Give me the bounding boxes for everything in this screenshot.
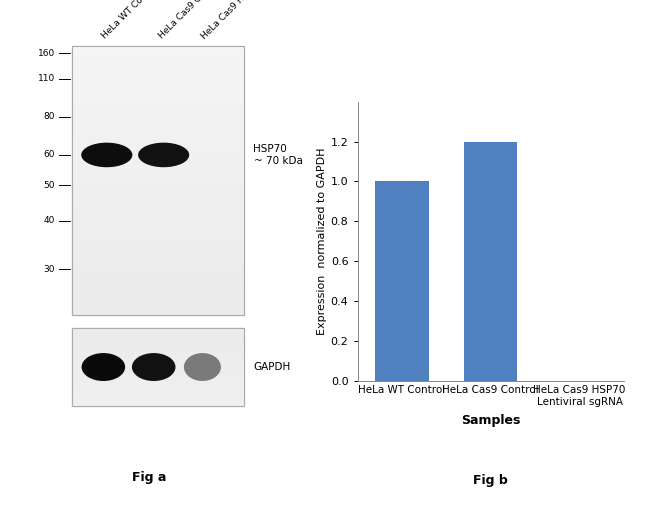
Text: 60: 60 [44,150,55,160]
Bar [72,328,244,406]
Text: Fig a: Fig a [133,471,166,484]
Ellipse shape [132,353,176,381]
Bar [375,181,428,381]
Y-axis label: Expression  normalized to GAPDH: Expression normalized to GAPDH [317,147,326,335]
Text: HSP70
~ 70 kDa: HSP70 ~ 70 kDa [254,144,302,166]
Text: 50: 50 [44,181,55,190]
Text: HeLa WT Control: HeLa WT Control [101,0,161,41]
Text: 30: 30 [44,265,55,274]
Bar [72,46,244,315]
Text: Fig b: Fig b [473,473,508,487]
Bar [72,328,244,406]
Ellipse shape [138,143,189,167]
Bar [464,142,517,381]
Text: HeLa Cas9 HSP70 Lentiviral sgRNA: HeLa Cas9 HSP70 Lentiviral sgRNA [200,0,317,41]
Ellipse shape [184,353,221,381]
Text: 80: 80 [44,112,55,121]
Bar [72,46,244,315]
Text: 40: 40 [44,216,55,226]
Text: 160: 160 [38,49,55,58]
Ellipse shape [82,353,125,381]
Text: 110: 110 [38,74,55,83]
Ellipse shape [81,143,133,167]
Text: HeLa Cas9 Control: HeLa Cas9 Control [157,0,223,41]
Text: GAPDH: GAPDH [254,362,291,372]
X-axis label: Samples: Samples [461,414,521,427]
